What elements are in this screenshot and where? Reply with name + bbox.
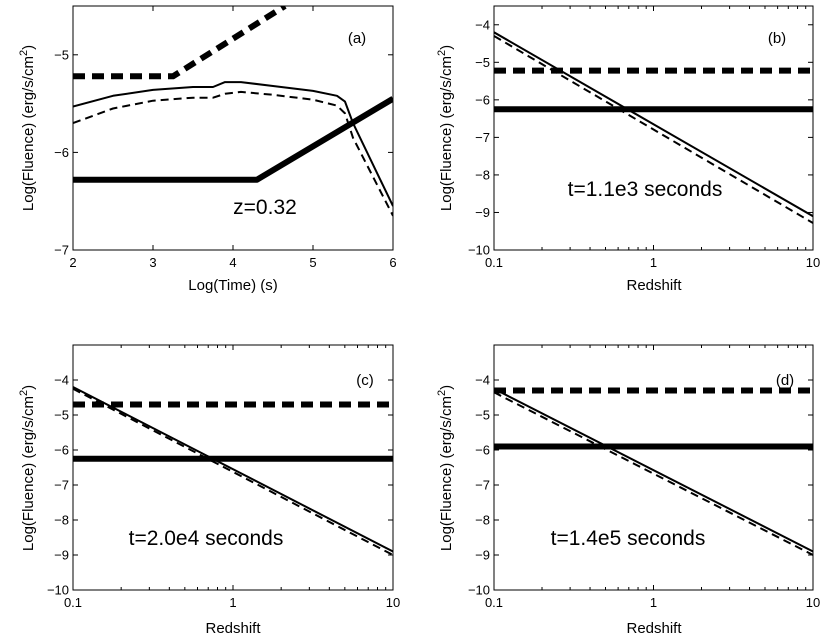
series-line-thin-dashed <box>494 35 813 224</box>
y-tick-label: −4 <box>475 373 490 388</box>
y-tick-label: −6 <box>475 92 490 107</box>
y-axis-label: Log(Fluence) (erg/s/cm2) <box>18 45 37 211</box>
y-tick-label: −10 <box>468 583 490 598</box>
y-tick-label: −5 <box>475 55 490 70</box>
panel-label: (a) <box>348 30 366 47</box>
y-tick-label: −6 <box>475 443 490 458</box>
plot-frame <box>72 344 394 591</box>
y-axis-label: Log(Fluence) (erg/s/cm2) <box>436 45 455 211</box>
x-tick-label: 0.1 <box>64 595 82 610</box>
y-tick-label: −6 <box>54 145 69 160</box>
y-tick-label: −8 <box>475 513 490 528</box>
y-tick-label: −7 <box>54 243 69 258</box>
y-tick-label: −10 <box>47 583 69 598</box>
x-tick-label: 1 <box>650 595 657 610</box>
x-tick-label: 1 <box>650 255 657 270</box>
x-tick-label: 0.1 <box>485 255 503 270</box>
y-axis-label: Log(Fluence) (erg/s/cm2) <box>18 385 37 551</box>
y-axis-label: Log(Fluence) (erg/s/cm2) <box>436 385 455 551</box>
series-line-thin-solid <box>73 81 393 207</box>
annotation: t=1.1e3 seconds <box>568 178 723 201</box>
y-tick-label: −5 <box>54 47 69 62</box>
panel-b: (b) t=1.1e3 seconds Redshift Log(Fluence… <box>436 5 820 294</box>
y-tick-label: −4 <box>54 373 69 388</box>
y-tick-label: −5 <box>475 408 490 423</box>
panel-label: (b) <box>768 30 786 47</box>
annotation: z=0.32 <box>233 196 297 219</box>
y-tick-label: −9 <box>475 205 490 220</box>
panel-d: (d) t=1.4e5 seconds Redshift Log(Fluence… <box>436 344 820 637</box>
series-line-thin-dashed <box>494 391 813 556</box>
plot-frame <box>493 5 814 251</box>
series-group <box>73 6 393 217</box>
plot-frame <box>493 344 814 591</box>
series-line-thin-solid <box>73 386 393 553</box>
x-tick-label: 10 <box>806 595 820 610</box>
series-line-thin-solid <box>494 31 813 218</box>
panel-a: (a) z=0.32 Log(Time) (s) Log(Fluence) (e… <box>18 5 397 294</box>
annotation: t=1.4e5 seconds <box>551 527 706 550</box>
series-line-thin-solid <box>494 387 813 553</box>
x-tick-label: 3 <box>149 255 156 270</box>
x-axis-label: Redshift <box>626 620 682 637</box>
y-tick-label: −7 <box>475 130 490 145</box>
x-axis-label: Redshift <box>205 620 261 637</box>
series-line-thick-solid <box>73 96 393 183</box>
panel-label: (c) <box>356 372 374 389</box>
x-tick-label: 5 <box>309 255 316 270</box>
y-tick-label: −7 <box>475 478 490 493</box>
series-line-thin-dashed <box>73 387 393 556</box>
x-tick-label: 4 <box>229 255 236 270</box>
x-tick-label: 0.1 <box>485 595 503 610</box>
x-tick-label: 1 <box>229 595 236 610</box>
y-tick-label: −5 <box>54 408 69 423</box>
panel-c: (c) t=2.0e4 seconds Redshift Log(Fluence… <box>18 344 400 637</box>
x-axis-label: Redshift <box>626 277 682 294</box>
x-axis-label: Log(Time) (s) <box>188 277 277 294</box>
series-group <box>494 387 813 556</box>
y-tick-label: −10 <box>468 243 490 258</box>
panel-label: (d) <box>776 372 794 389</box>
series-group <box>494 31 813 224</box>
annotation: t=2.0e4 seconds <box>129 527 284 550</box>
y-tick-label: −4 <box>475 17 490 32</box>
x-tick-label: 6 <box>389 255 396 270</box>
y-tick-label: −9 <box>54 548 69 563</box>
series-group <box>73 386 393 556</box>
x-tick-label: 10 <box>806 255 820 270</box>
y-tick-label: −6 <box>54 443 69 458</box>
series-line-thick-dashed <box>73 6 287 80</box>
x-tick-label: 2 <box>69 255 76 270</box>
y-tick-label: −8 <box>475 167 490 182</box>
y-tick-label: −9 <box>475 548 490 563</box>
y-tick-label: −7 <box>54 478 69 493</box>
series-line-thin-dashed <box>73 90 393 217</box>
x-tick-label: 10 <box>386 595 400 610</box>
y-tick-label: −8 <box>54 513 69 528</box>
